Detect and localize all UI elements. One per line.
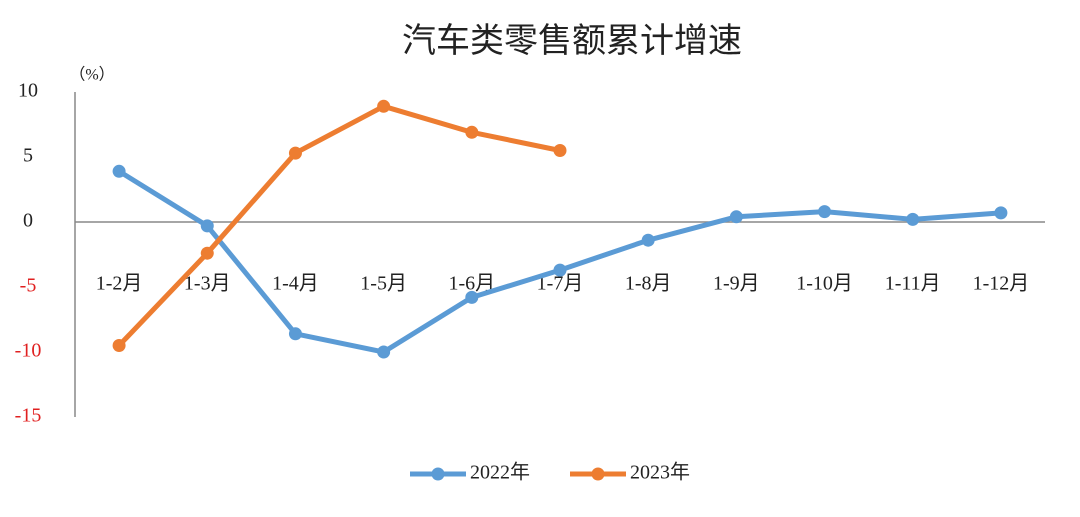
x-tick-label: 1-11月 [885,273,941,295]
series-line [117,103,561,348]
y-tick-label: 0 [23,210,33,232]
legend-label: 2022年 [470,461,530,484]
point [112,164,126,178]
x-tick-label: 1-8月 [625,273,672,295]
point [288,327,302,341]
x-tick-label: 1-6月 [448,273,495,295]
point [377,345,391,359]
point [200,219,214,233]
x-tick-label: 1-3月 [184,273,231,295]
point [465,125,479,139]
x-tick-label: 1-12月 [973,273,1030,295]
series-line [117,169,1002,355]
point [200,246,214,260]
y-unit: （%） [69,66,114,84]
point [641,233,655,247]
chart-title: 汽车类零售额累计增速 [402,22,742,60]
y-tick-label: -5 [20,275,37,297]
x-tick-label: 1-10月 [796,273,853,295]
y-tick-label: 5 [23,145,33,167]
point [906,212,920,226]
legend-marker [431,467,445,481]
point [818,205,832,219]
legend-label: 2023年 [630,461,690,484]
x-tick-label: 1-4月 [272,273,319,295]
point [288,146,302,160]
x-tick-label: 1-9月 [713,273,760,295]
point [553,144,567,157]
x-tick-label: 1-5月 [360,273,407,295]
y-tick-label: -15 [15,405,42,427]
legend-marker [591,467,605,481]
point [377,99,391,113]
y-tick-label: 10 [18,80,38,102]
x-tick-label: 1-7月 [537,273,584,295]
y-tick-label: -10 [15,340,42,362]
point [465,290,479,304]
point [729,210,743,224]
x-tick-label: 1-2月 [96,273,143,295]
point [994,206,1008,220]
point [112,339,126,352]
point [553,263,567,277]
